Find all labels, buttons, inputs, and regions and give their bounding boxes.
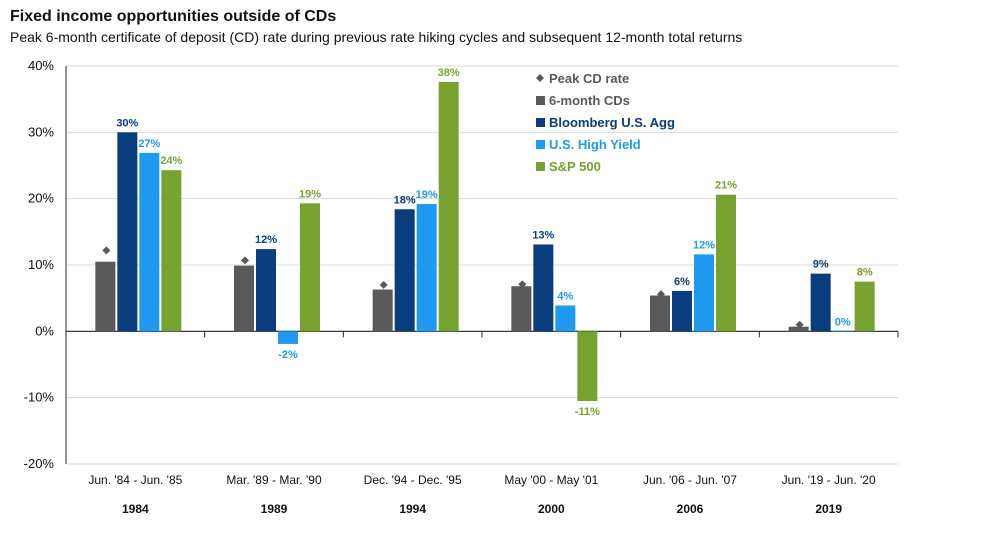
data-label: -2% (278, 349, 298, 361)
legend-label: 6-month CDs (549, 93, 630, 108)
legend-label: U.S. High Yield (549, 137, 641, 152)
bar (416, 203, 437, 332)
bar (161, 170, 182, 332)
data-label: 4% (557, 290, 573, 302)
bar (95, 261, 116, 332)
data-label: 21% (715, 180, 737, 192)
bar (832, 331, 853, 332)
data-label: 8% (857, 267, 873, 279)
year-label: 2019 (815, 502, 842, 516)
bar (810, 273, 831, 332)
bar (372, 289, 393, 332)
y-tick-label: -20% (24, 456, 55, 471)
legend-label: S&P 500 (549, 159, 601, 174)
legend-swatch (536, 140, 545, 149)
data-label: 0% (835, 316, 851, 328)
bar (854, 281, 875, 332)
chart-title: Fixed income opportunities outside of CD… (10, 8, 337, 25)
peak-cd-marker (518, 280, 527, 289)
y-tick-label: 20% (28, 191, 54, 206)
bar (438, 81, 459, 332)
bar (716, 194, 736, 332)
year-label: 2000 (538, 502, 565, 516)
data-label: 18% (394, 194, 416, 206)
bar (234, 265, 254, 332)
bar (394, 209, 415, 332)
y-tick-label: 10% (28, 257, 54, 272)
legend-peak-cd-label: Peak CD rate (549, 71, 629, 86)
legend-swatch (536, 118, 545, 127)
data-label: 12% (693, 239, 715, 251)
legend-label: Bloomberg U.S. Agg (549, 115, 675, 130)
category-label: May '00 - May '01 (504, 473, 598, 487)
bar (672, 290, 692, 332)
peak-cd-marker (795, 320, 804, 329)
bar (533, 244, 554, 332)
legend-swatch (536, 96, 545, 105)
data-label: 24% (160, 155, 182, 167)
bar (300, 203, 320, 332)
year-label: 2006 (677, 502, 704, 516)
data-label: 19% (299, 188, 321, 200)
bar (256, 249, 276, 332)
y-tick-label: -10% (24, 390, 55, 405)
category-label: Jun. '84 - Jun. '85 (88, 473, 182, 487)
legend-swatch (536, 162, 545, 171)
chart-subtitle: Peak 6-month certificate of deposit (CD)… (10, 29, 743, 45)
data-label: 6% (674, 276, 690, 288)
bar (511, 286, 532, 332)
data-label: -11% (575, 406, 600, 418)
bar (650, 295, 670, 332)
peak-cd-marker (102, 246, 111, 255)
year-label: 1989 (261, 502, 288, 516)
data-label: 13% (532, 229, 554, 241)
y-tick-label: 40% (28, 58, 54, 73)
bar (577, 331, 598, 401)
y-tick-label: 0% (35, 323, 54, 338)
year-label: 1994 (399, 502, 426, 516)
bar (555, 305, 576, 332)
bar (788, 326, 809, 332)
peak-cd-marker (657, 290, 665, 299)
bar (278, 331, 298, 344)
year-label: 1984 (122, 502, 149, 516)
bar (117, 132, 138, 332)
category-label: Mar. '89 - Mar. '90 (226, 473, 322, 487)
category-label: Jun. '19 - Jun. '20 (782, 473, 876, 487)
y-tick-label: 30% (28, 124, 54, 139)
peak-cd-marker (241, 256, 249, 265)
category-label: Dec. '94 - Dec. '95 (364, 473, 462, 487)
data-label: 12% (255, 234, 277, 246)
data-label: 30% (116, 117, 138, 129)
category-label: Jun. '06 - Jun. '07 (643, 473, 737, 487)
bar (694, 254, 714, 332)
data-label: 9% (813, 259, 829, 271)
legend-peak-cd-marker (536, 74, 544, 82)
bar (139, 152, 160, 332)
data-label: 19% (416, 189, 438, 201)
data-label: 38% (438, 67, 460, 79)
peak-cd-marker (379, 280, 388, 289)
data-label: 27% (138, 138, 160, 150)
